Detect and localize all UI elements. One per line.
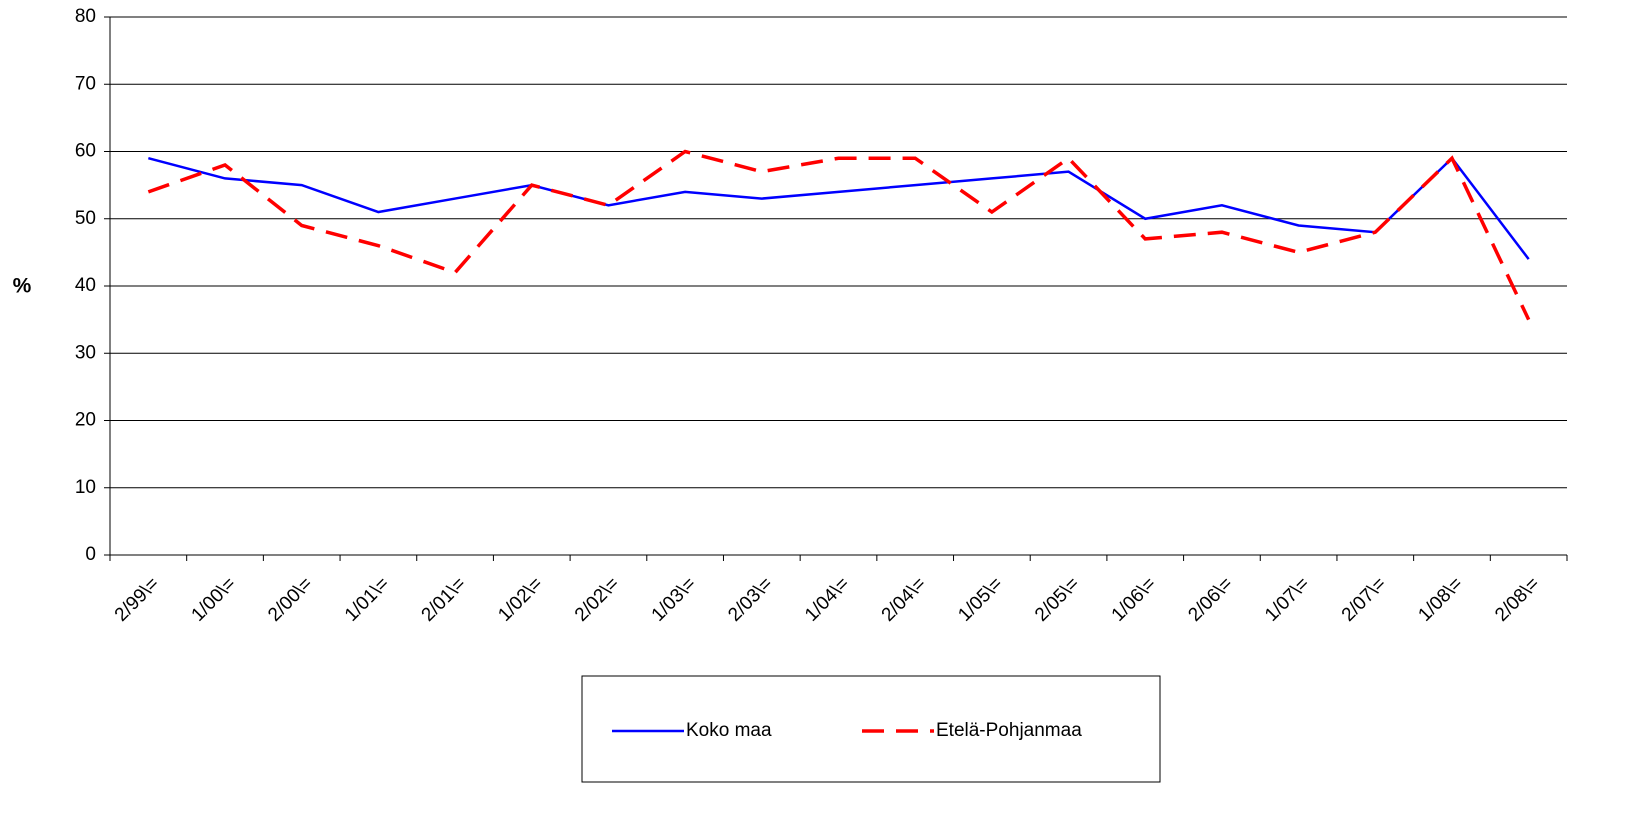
x-tick-label: 2/01\= (418, 573, 471, 626)
x-tick-label: 2/99\= (111, 573, 164, 626)
y-tick-label: 10 (75, 477, 96, 498)
y-tick-label: 70 (75, 73, 96, 94)
x-tick-label: 1/08\= (1414, 573, 1467, 626)
x-tick-label: 2/02\= (571, 573, 624, 626)
x-tick-label: 2/03\= (724, 573, 777, 626)
y-tick-label: 80 (75, 6, 96, 27)
x-tick-label: 1/06\= (1108, 573, 1161, 626)
y-tick-label: 40 (75, 275, 96, 296)
x-tick-label: 1/00\= (188, 573, 241, 626)
x-tick-label: 1/05\= (954, 573, 1007, 626)
x-tick-label: 1/07\= (1261, 573, 1314, 626)
y-tick-label: 50 (75, 208, 96, 229)
legend-box (581, 675, 1161, 783)
x-tick-label: 2/00\= (264, 573, 317, 626)
x-tick-label: 1/02\= (494, 573, 547, 626)
series-line (148, 156, 1530, 260)
x-tick-label: 2/04\= (878, 573, 931, 626)
y-tick-label: 60 (75, 141, 96, 162)
y-axis-label: % (13, 275, 32, 298)
series-line (147, 149, 1531, 321)
x-tick-label: 2/05\= (1031, 573, 1084, 626)
x-tick-label: 2/07\= (1338, 573, 1391, 626)
legend-label: Koko maa (686, 720, 772, 741)
y-tick-label: 20 (75, 410, 96, 431)
x-tick-label: 2/08\= (1491, 573, 1544, 626)
x-tick-label: 1/03\= (648, 573, 701, 626)
y-tick-label: 0 (85, 544, 96, 565)
x-tick-label: 1/01\= (341, 573, 394, 626)
y-tick-label: 30 (75, 342, 96, 363)
x-tick-label: 2/06\= (1184, 573, 1237, 626)
x-tick-label: 1/04\= (801, 573, 854, 626)
legend-label: Etelä-Pohjanmaa (936, 720, 1082, 741)
